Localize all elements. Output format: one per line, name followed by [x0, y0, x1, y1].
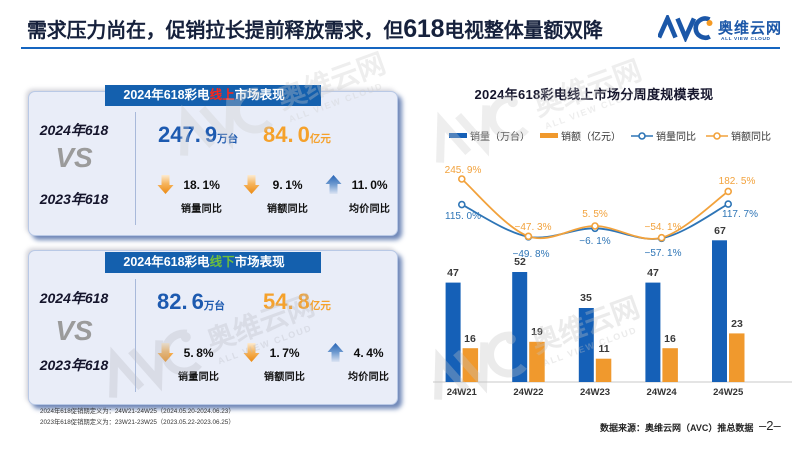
- svg-text:115. 0%: 115. 0%: [445, 211, 481, 222]
- svg-text:24W25: 24W25: [713, 387, 744, 398]
- svg-text:24W22: 24W22: [513, 387, 543, 398]
- svg-text:35: 35: [580, 292, 592, 304]
- svg-text:19: 19: [531, 326, 543, 338]
- svg-text:23: 23: [731, 318, 743, 330]
- svg-text:47: 47: [647, 267, 659, 279]
- svg-text:−49. 8%: −49. 8%: [513, 249, 550, 260]
- svg-text:5. 5%: 5. 5%: [582, 209, 608, 220]
- svg-text:52: 52: [514, 256, 526, 268]
- svg-text:−47. 3%: −47. 3%: [515, 222, 552, 233]
- svg-text:24W21: 24W21: [447, 387, 478, 398]
- svg-text:奥维云网: 奥维云网: [718, 19, 782, 37]
- svg-text:16: 16: [464, 333, 476, 345]
- svg-text:−57. 1%: −57. 1%: [645, 248, 682, 259]
- svg-text:182. 5%: 182. 5%: [719, 176, 756, 187]
- svg-text:24W23: 24W23: [580, 387, 610, 398]
- svg-text:−54. 1%: −54. 1%: [645, 222, 682, 233]
- svg-text:−6. 1%: −6. 1%: [579, 236, 611, 247]
- svg-text:24W24: 24W24: [647, 387, 678, 398]
- svg-text:47: 47: [447, 267, 459, 279]
- svg-text:117. 7%: 117. 7%: [722, 209, 758, 220]
- svg-text:11: 11: [598, 343, 609, 355]
- svg-text:16: 16: [664, 333, 676, 345]
- svg-text:245. 9%: 245. 9%: [445, 165, 482, 176]
- svg-text:67: 67: [714, 225, 726, 237]
- svg-text:ALL VIEW CLOUD: ALL VIEW CLOUD: [721, 36, 771, 42]
